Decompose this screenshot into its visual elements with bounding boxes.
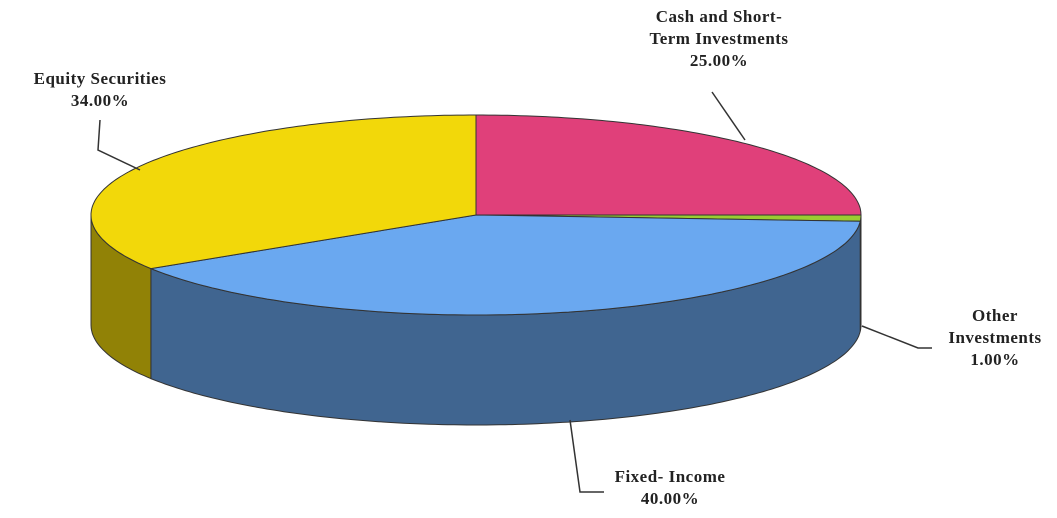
slice-label: Equity Securities 34.00% [5,68,195,112]
value-label: 1.00% [970,350,1020,369]
category-label: Cash and Short-Term Investments [649,7,789,48]
leader-line [97,119,141,171]
value-label: 34.00% [70,91,130,110]
slice-label: Other Investments 1.00% [935,305,1055,371]
leader-line [569,419,604,493]
slice-label: Fixed- Income 40.00% [600,466,740,510]
slice [475,114,862,216]
leader-line [861,325,932,349]
slice [90,114,477,270]
value-label: 25.00% [689,51,749,70]
category-label: Fixed- Income [614,467,726,486]
value-label: 40.00% [640,489,700,508]
slice-label: Cash and Short-Term Investments 25.00% [640,6,798,72]
category-label: Equity Securities [33,69,167,88]
category-label: Other Investments [948,306,1042,347]
leader-line [711,91,746,141]
slice [149,214,861,316]
